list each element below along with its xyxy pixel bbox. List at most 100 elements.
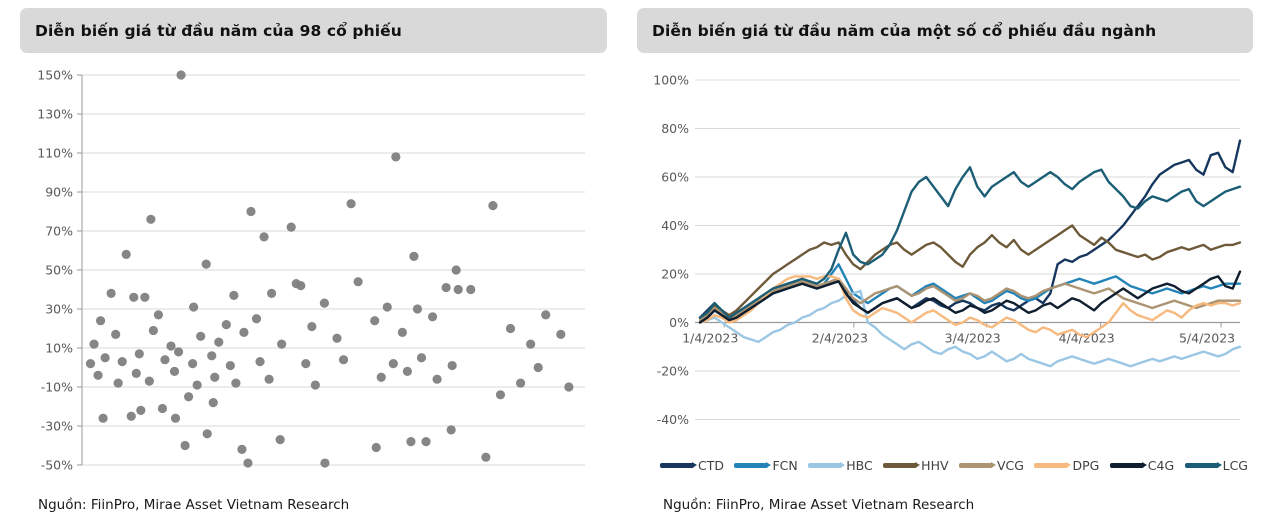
scatter-point (275, 435, 285, 445)
scatter-point (166, 341, 176, 351)
legend-item-C4G: C4G (1109, 458, 1175, 473)
scatter-point (100, 353, 110, 363)
legend-item-HHV: HHV (883, 458, 949, 473)
scatter-point (310, 380, 320, 390)
chart-legend: CTD FCN HBC HHV VCG DPG C4G LCG (660, 458, 1248, 473)
legend-label: FCN (772, 458, 798, 473)
series-line-HHV (698, 224, 1242, 319)
scatter-point (376, 372, 386, 382)
series-line-VCG (698, 277, 1242, 322)
scatter-point (160, 355, 170, 365)
scatter-point (170, 413, 181, 423)
scatter-point (196, 331, 206, 341)
scatter-point (202, 429, 212, 439)
y-tick-label: -30% (41, 419, 73, 434)
x-tick-label: 1/4/2023 (682, 331, 738, 346)
scatter-point (153, 310, 164, 320)
legend-swatch-FCN (734, 462, 772, 468)
legend-swatch-VCG (959, 462, 996, 468)
scatter-point (192, 380, 202, 390)
y-tick-label: 60% (661, 170, 689, 185)
x-tick-label: 3/4/2023 (945, 331, 1001, 346)
scatter-point (134, 349, 144, 359)
scatter-point (207, 351, 217, 361)
right-panel-header: Diễn biến giá từ đầu năm của một số cổ p… (637, 8, 1253, 53)
scatter-point (533, 362, 543, 373)
scatter-point (346, 199, 356, 209)
scatter-point (526, 339, 536, 349)
y-tick-label: 0% (669, 315, 689, 330)
scatter-point (169, 366, 180, 376)
scatter-point (481, 452, 491, 462)
scatter-point (495, 390, 506, 400)
scatter-point (406, 437, 416, 447)
y-tick-label: 100% (653, 73, 689, 88)
scatter-point (446, 425, 456, 435)
scatter-point (229, 290, 239, 300)
scatter-point (301, 359, 311, 369)
x-tick-label: 5/4/2023 (1179, 331, 1235, 346)
series-line-HBC (698, 289, 1242, 368)
scatter-point (371, 442, 381, 453)
scatter-point (176, 70, 186, 80)
right-chart-panel: Diễn biến giá từ đầu năm của một số cổ p… (637, 8, 1253, 53)
scatter-point (126, 411, 136, 421)
scatter-point (201, 259, 211, 269)
scatter-point (447, 360, 457, 371)
legend-label: HBC (846, 458, 873, 473)
scatter-point (144, 376, 154, 386)
scatter-point (505, 323, 516, 334)
scatter-point (427, 312, 438, 322)
scatter-point (391, 152, 401, 162)
scatter-point (286, 222, 296, 232)
scatter-point (370, 316, 380, 326)
y-tick-label: 110% (37, 146, 73, 161)
legend-swatch-LCG (1184, 462, 1222, 468)
scatter-point (246, 206, 256, 217)
scatter-point (255, 357, 265, 367)
left-chart-panel: Diễn biến giá từ đầu năm của 98 cổ phiếu (20, 8, 607, 53)
scatter-point (397, 327, 407, 337)
y-tick-label: -20% (657, 364, 689, 379)
scatter-point (131, 368, 141, 378)
scatter-point (264, 374, 274, 384)
y-tick-label: 50% (45, 263, 73, 278)
legend-item-HBC: HBC (808, 458, 873, 473)
legend-swatch-CTD (660, 462, 697, 468)
y-tick-label: 90% (45, 185, 73, 200)
scatter-point (296, 281, 306, 291)
left-chart-title: Diễn biến giá từ đầu năm của 98 cổ phiếu (35, 21, 402, 40)
scatter-point (98, 413, 108, 423)
scatter-point (243, 458, 253, 468)
y-tick-label: 130% (37, 107, 73, 122)
scatter-point (225, 360, 235, 371)
scatter-point (382, 302, 392, 312)
legend-item-DPG: DPG (1034, 458, 1099, 473)
scatter-point (515, 378, 526, 388)
scatter-point (188, 359, 198, 369)
legend-item-CTD: CTD (660, 458, 724, 473)
legend-label: HHV (921, 458, 949, 473)
right-chart-title: Diễn biến giá từ đầu năm của một số cổ p… (652, 21, 1157, 40)
scatter-point (259, 232, 269, 242)
scatter-point (277, 339, 287, 349)
scatter-point (95, 316, 106, 326)
scatter-point (319, 298, 330, 308)
legend-label: DPG (1072, 458, 1100, 473)
scatter-point (564, 382, 574, 392)
scatter-point (239, 327, 249, 337)
legend-item-LCG: LCG (1184, 458, 1248, 473)
y-tick-label: -50% (41, 458, 73, 473)
y-tick-label: 80% (661, 121, 689, 136)
scatter-point (451, 265, 461, 275)
scatter-point (231, 378, 241, 388)
scatter-point (416, 353, 427, 363)
y-tick-label: 30% (45, 302, 73, 317)
scatter-point (85, 359, 96, 369)
scatter-point (210, 372, 220, 382)
scatter-point (441, 282, 451, 293)
y-tick-label: -40% (657, 412, 689, 427)
legend-label: C4G (1147, 458, 1175, 473)
x-tick-label: 2/4/2023 (812, 331, 868, 346)
scatter-point (148, 325, 158, 336)
